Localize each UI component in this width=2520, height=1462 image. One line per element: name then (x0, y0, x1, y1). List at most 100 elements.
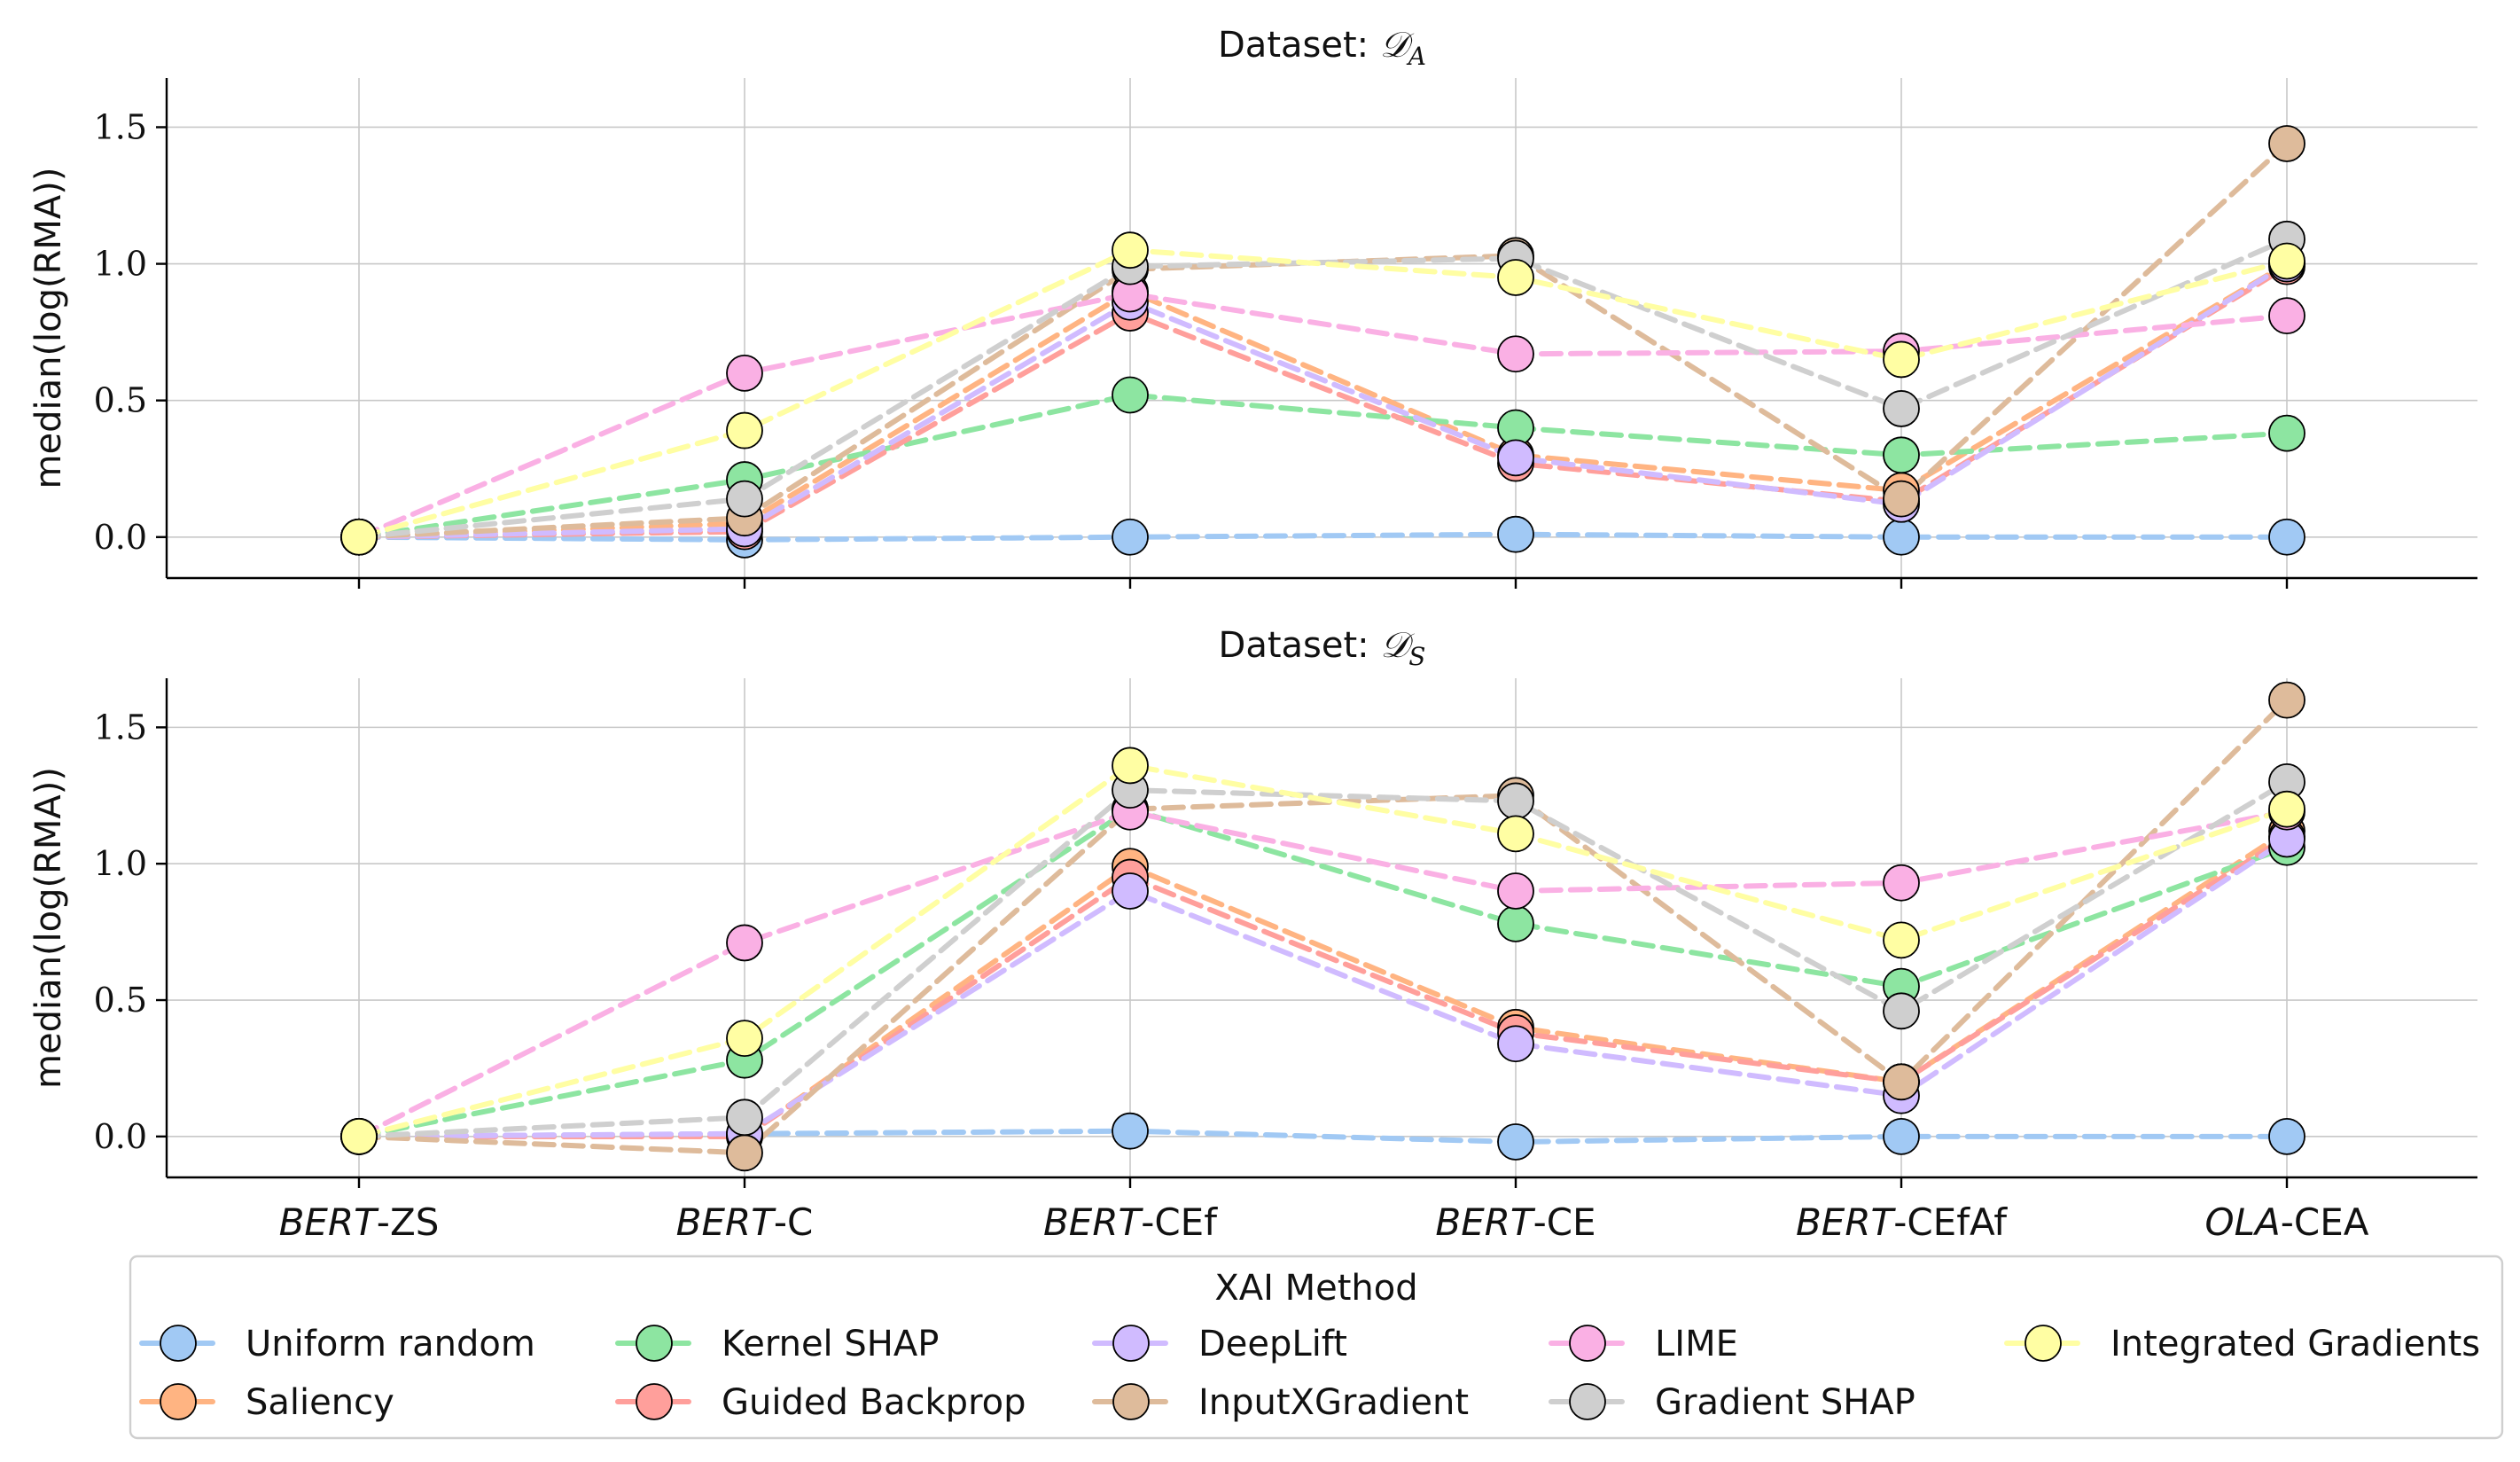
data-point-uniform-random (1883, 1117, 1920, 1155)
data-point-uniform-random (1112, 1112, 1149, 1150)
series-line-gradient-shap (356, 778, 2290, 1139)
x-tick-label: BERT-ZS (279, 1200, 440, 1244)
series-line-lime (356, 291, 2290, 540)
data-point-lime (1497, 872, 1534, 910)
series-markers (340, 125, 2305, 559)
series-line-inputxgradient (356, 697, 2290, 1156)
legend-item: Kernel SHAP (615, 1324, 939, 1364)
y-tick-label: 1.0 (94, 844, 147, 883)
legend-swatch-marker (2025, 1325, 2062, 1362)
legend-label: Saliency (246, 1382, 394, 1423)
data-point-inputxgradient (1883, 1063, 1920, 1101)
panel-s: 0.0 0.5 1.0 1.5 median(log(RMA)) Dataset: 𝒟S B… (28, 625, 2477, 1244)
series-line-gradient-shap (356, 236, 2290, 540)
series-lines (356, 140, 2290, 543)
data-point-integrated-gradients (1497, 815, 1534, 853)
y-tick-label: 0.0 (94, 1117, 147, 1156)
x-tick-label: OLA-CEA (2205, 1200, 2369, 1244)
x-tick-label-rest: -CE (1533, 1200, 1596, 1244)
data-point-deeplift (1497, 439, 1534, 477)
data-point-uniform-random (2268, 1117, 2305, 1155)
data-point-inputxgradient (1883, 480, 1920, 518)
x-tick-label-rest: -CEA (2281, 1200, 2369, 1244)
series-lines (356, 697, 2290, 1156)
data-point-gradient-shap (1883, 390, 1920, 427)
y-tick-label: 1.5 (94, 708, 147, 747)
data-point-lime (726, 354, 763, 392)
data-point-lime (726, 924, 763, 962)
y-axis-label: median(log(RMA)) (28, 767, 69, 1089)
data-point-kernel-shap (2268, 414, 2305, 452)
y-tick-label: 0.5 (94, 381, 147, 420)
y-tick-label: 1.5 (94, 107, 147, 146)
legend: XAI Method Uniform random Saliency Kernel S… (129, 1255, 2504, 1440)
data-point-integrated-gradients (1883, 921, 1920, 959)
series-line-kernel-shap (356, 392, 2290, 540)
legend-label: Uniform random (246, 1324, 535, 1364)
data-point-inputxgradient (2268, 681, 2305, 719)
legend-item: Integrated Gradients (2004, 1324, 2480, 1364)
panel-title-prefix: Dataset: (1219, 625, 1381, 666)
data-point-uniform-random (1883, 518, 1920, 556)
legend-swatch-marker (160, 1325, 197, 1362)
data-point-uniform-random (2268, 518, 2305, 556)
data-point-integrated-gradients (1112, 747, 1149, 785)
legend-box (129, 1255, 2504, 1440)
legend-swatch-marker (636, 1383, 673, 1420)
data-point-kernel-shap (1883, 436, 1920, 474)
legend-label: Gradient SHAP (1655, 1382, 1915, 1423)
data-point-integrated-gradients (340, 1117, 378, 1155)
data-point-lime (1497, 335, 1534, 373)
panel-title: Dataset: 𝒟S (1219, 625, 1426, 671)
data-point-gradient-shap (726, 480, 763, 518)
panel-title-prefix: Dataset: (1218, 25, 1380, 66)
x-tick-label-rest: -CEf (1141, 1200, 1218, 1244)
data-point-integrated-gradients (726, 411, 763, 450)
legend-label: DeepLift (1198, 1324, 1347, 1364)
data-point-integrated-gradients (1497, 259, 1534, 296)
data-point-inputxgradient (726, 1134, 763, 1172)
series-line-deeplift (356, 836, 2290, 1139)
x-tick-label: BERT-CE (1435, 1200, 1595, 1244)
data-point-inputxgradient (2268, 125, 2305, 162)
x-tick-label-italic: BERT (1796, 1200, 1897, 1244)
data-point-integrated-gradients (2268, 242, 2305, 280)
x-tick-label: BERT-CEf (1043, 1200, 1218, 1244)
data-point-uniform-random (1497, 515, 1534, 553)
legend-item: InputXGradient (1092, 1382, 1469, 1423)
panel-title: Dataset: 𝒟A (1218, 25, 1426, 71)
data-point-integrated-gradients (1112, 231, 1149, 270)
x-tick-label-rest: -CEfAf (1893, 1200, 2008, 1244)
legend-title: XAI Method (1214, 1268, 1417, 1309)
x-tick-label-italic: BERT (279, 1200, 380, 1244)
data-point-gradient-shap (1497, 782, 1534, 820)
data-point-deeplift (1112, 872, 1149, 910)
data-point-deeplift (1497, 1025, 1534, 1063)
series-line-uniform-random (356, 531, 2290, 543)
data-point-uniform-random (1497, 1123, 1534, 1161)
legend-swatch-marker (1569, 1383, 1606, 1420)
x-tick-label-italic: BERT (676, 1200, 777, 1244)
legend-item: Gradient SHAP (1549, 1382, 1915, 1423)
y-tick-label: 0.0 (94, 518, 147, 557)
y-axis-label: median(log(RMA)) (28, 167, 69, 489)
data-point-integrated-gradients (726, 1020, 763, 1057)
x-tick-label-rest: -C (774, 1200, 813, 1244)
legend-label: Guided Backprop (722, 1382, 1026, 1423)
x-tick-label-italic: BERT (1043, 1200, 1144, 1244)
legend-swatch-marker (1112, 1325, 1150, 1362)
data-point-integrated-gradients (340, 518, 378, 556)
panel-title-subscript: A (1406, 42, 1426, 71)
gridlines (167, 678, 2477, 1177)
legend-swatch-marker (160, 1383, 197, 1420)
x-tick-label: BERT-C (676, 1200, 814, 1244)
x-tick-label-italic: OLA (2205, 1200, 2281, 1244)
legend-item: Guided Backprop (615, 1382, 1026, 1423)
legend-label: Integrated Gradients (2110, 1324, 2480, 1364)
y-tick-label: 1.0 (94, 245, 147, 284)
x-tick-label-rest: -ZS (377, 1200, 440, 1244)
data-point-gradient-shap (726, 1098, 763, 1137)
data-point-lime (2268, 297, 2305, 335)
y-tick-label: 0.5 (94, 981, 147, 1020)
